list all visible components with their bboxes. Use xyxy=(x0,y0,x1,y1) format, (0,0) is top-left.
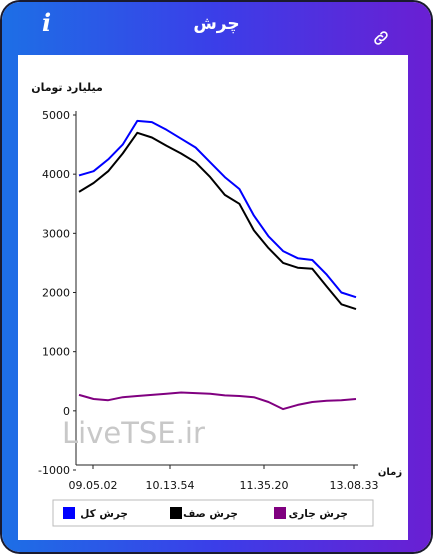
series-line-current xyxy=(78,391,357,411)
y-tick-label: 0 xyxy=(63,405,70,418)
chart-panel: میلیارد تومان LiveTSE.ir زمان 5000 4000 30… xyxy=(18,55,408,540)
y-tick-label: 3000 xyxy=(42,227,70,240)
y-tick-label: -1000 xyxy=(38,464,70,477)
page-title: چرش xyxy=(193,14,240,34)
x-tick-label: 13.08.33 xyxy=(330,479,379,492)
legend-label-queue: چرش صف xyxy=(183,508,238,520)
chart: میلیارد تومان LiveTSE.ir زمان 5000 4000 30… xyxy=(31,81,402,527)
watermark: LiveTSE.ir xyxy=(62,416,205,450)
legend-label-current: چرش جاری xyxy=(289,508,348,520)
x-tick-label: 10.13.54 xyxy=(146,479,195,492)
y-tick-label: 2000 xyxy=(42,287,70,300)
y-tick-label: 5000 xyxy=(42,109,70,122)
y-tick-label: 4000 xyxy=(42,168,70,181)
legend-swatch-queue xyxy=(170,507,182,519)
legend-swatch-total xyxy=(63,507,75,519)
link-icon[interactable] xyxy=(372,29,390,47)
legend-swatch-current xyxy=(274,507,286,519)
legend-label-total: چرش کل xyxy=(80,508,128,520)
legend: چرش کل چرش صف چرش جاری xyxy=(52,499,374,527)
legend-item-total: چرش کل xyxy=(63,507,128,520)
y-tick-label: 1000 xyxy=(42,346,70,359)
legend-item-current: چرش جاری xyxy=(274,507,348,520)
y-axis-label: میلیارد تومان xyxy=(31,81,103,94)
series-lines xyxy=(78,119,357,411)
series-line-total xyxy=(78,119,357,299)
info-icon[interactable]: i xyxy=(42,8,52,37)
series-line-queue xyxy=(78,131,357,311)
x-ticks: 09.05.02 10.13.54 11.35.20 13.08.33 xyxy=(69,465,379,492)
y-ticks: 5000 4000 3000 2000 1000 0 -1000 xyxy=(38,109,76,477)
x-tick-label: 09.05.02 xyxy=(69,479,118,492)
legend-item-queue: چرش صف xyxy=(170,507,238,520)
app-header: i چرش xyxy=(2,2,431,50)
x-tick-label: 11.35.20 xyxy=(240,479,289,492)
x-axis-label: زمان xyxy=(378,467,402,478)
